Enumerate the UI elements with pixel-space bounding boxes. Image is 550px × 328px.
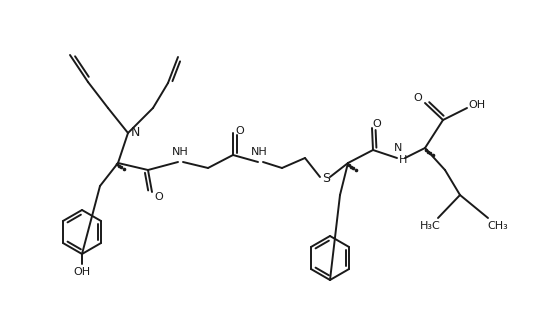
Text: N: N (130, 126, 140, 138)
Text: CH₃: CH₃ (488, 221, 508, 231)
Text: H: H (399, 155, 407, 165)
Text: NH: NH (251, 147, 267, 157)
Text: O: O (373, 119, 381, 129)
Text: O: O (155, 192, 163, 202)
Text: N: N (394, 143, 402, 153)
Text: O: O (235, 126, 244, 136)
Text: NH: NH (172, 147, 188, 157)
Text: OH: OH (74, 267, 91, 277)
Text: H₃C: H₃C (420, 221, 441, 231)
Text: OH: OH (469, 100, 486, 110)
Text: O: O (414, 93, 422, 103)
Text: S: S (322, 173, 330, 186)
